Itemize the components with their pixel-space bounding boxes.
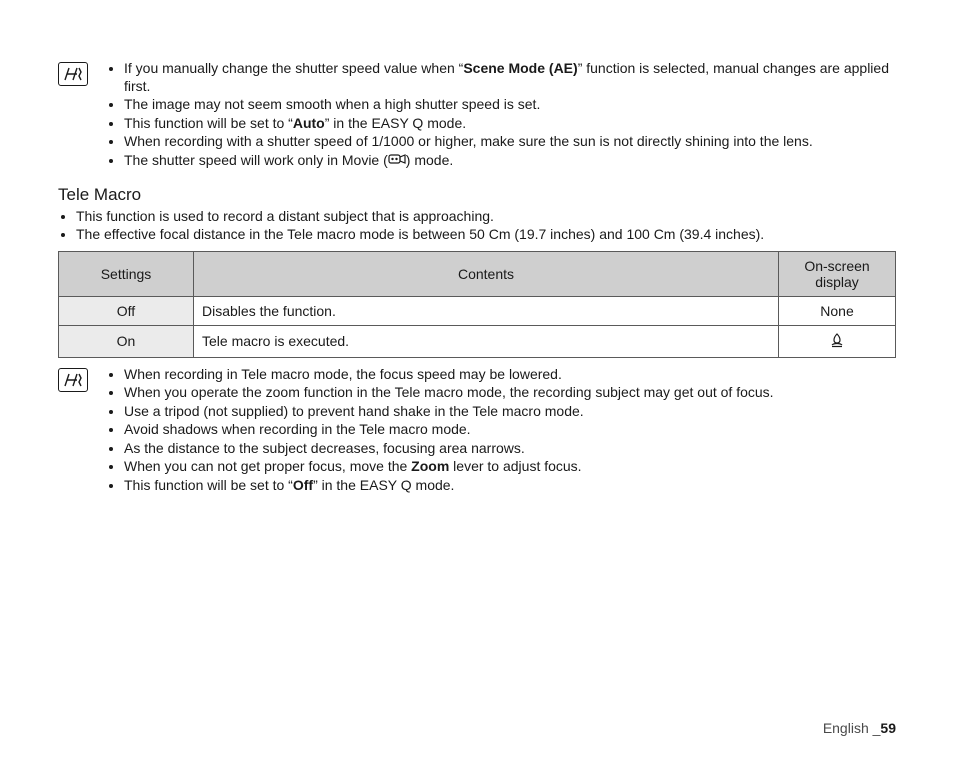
settings-table: Settings Contents On-screen display Off … xyxy=(58,251,896,358)
note-icon xyxy=(58,62,88,86)
osd-cell: None xyxy=(779,296,896,325)
bold-text: Auto xyxy=(293,115,325,131)
text: ” in the EASY Q mode. xyxy=(313,477,454,493)
footer-page-number: 59 xyxy=(880,720,896,736)
text: ) mode. xyxy=(406,152,453,168)
text: The image may not seem smooth when a hig… xyxy=(124,96,540,112)
bold-text: Zoom xyxy=(411,458,449,474)
header-osd: On-screen display xyxy=(779,251,896,296)
text: lever to adjust focus. xyxy=(449,458,581,474)
text: When recording with a shutter speed of 1… xyxy=(124,133,813,149)
note1-item: If you manually change the shutter speed… xyxy=(124,60,896,95)
bold-text: Scene Mode (AE) xyxy=(463,60,577,76)
text: If you manually change the shutter speed… xyxy=(124,60,463,76)
text: The shutter speed will work only in Movi… xyxy=(124,152,388,168)
section-bullet: This function is used to record a distan… xyxy=(76,207,896,225)
section-title-tele-macro: Tele Macro xyxy=(58,185,896,205)
note-box-shutter: If you manually change the shutter speed… xyxy=(58,60,896,171)
text: Avoid shadows when recording in the Tele… xyxy=(124,421,471,437)
content-cell: Disables the function. xyxy=(194,296,779,325)
note1-item: The shutter speed will work only in Movi… xyxy=(124,152,896,170)
note2-item: When you operate the zoom function in th… xyxy=(124,384,774,402)
manual-page: If you manually change the shutter speed… xyxy=(0,0,954,766)
page-footer: English _59 xyxy=(823,720,896,736)
note2-item: When recording in Tele macro mode, the f… xyxy=(124,366,774,384)
content-cell: Tele macro is executed. xyxy=(194,325,779,357)
text: This function will be set to “ xyxy=(124,477,293,493)
text: When you can not get proper focus, move … xyxy=(124,458,411,474)
note2-item: This function will be set to “Off” in th… xyxy=(124,477,774,495)
text: When recording in Tele macro mode, the f… xyxy=(124,366,562,382)
footer-sep: _ xyxy=(869,720,881,736)
section-bullets: This function is used to record a distan… xyxy=(58,207,896,243)
text: As the distance to the subject decreases… xyxy=(124,440,525,456)
section-bullet: The effective focal distance in the Tele… xyxy=(76,225,896,243)
note-list-2: When recording in Tele macro mode, the f… xyxy=(102,366,774,496)
video-mode-icon xyxy=(388,152,406,170)
note2-item: As the distance to the subject decreases… xyxy=(124,440,774,458)
setting-cell: On xyxy=(59,325,194,357)
table-row: Off Disables the function. None xyxy=(59,296,896,325)
note-box-tele-macro: When recording in Tele macro mode, the f… xyxy=(58,366,896,496)
text: ” in the EASY Q mode. xyxy=(325,115,466,131)
note1-item: This function will be set to “Auto” in t… xyxy=(124,115,896,133)
setting-cell: Off xyxy=(59,296,194,325)
header-contents: Contents xyxy=(194,251,779,296)
note1-item: The image may not seem smooth when a hig… xyxy=(124,96,896,114)
tele-macro-icon xyxy=(829,332,845,351)
bold-text: Off xyxy=(293,477,313,493)
table-row: On Tele macro is executed. xyxy=(59,325,896,357)
note2-item: Avoid shadows when recording in the Tele… xyxy=(124,421,774,439)
header-settings: Settings xyxy=(59,251,194,296)
footer-language: English xyxy=(823,720,869,736)
text: Use a tripod (not supplied) to prevent h… xyxy=(124,403,584,419)
note2-item: When you can not get proper focus, move … xyxy=(124,458,774,476)
text: This function will be set to “ xyxy=(124,115,293,131)
note1-item: When recording with a shutter speed of 1… xyxy=(124,133,896,151)
note2-item: Use a tripod (not supplied) to prevent h… xyxy=(124,403,774,421)
text: When you operate the zoom function in th… xyxy=(124,384,774,400)
note-icon xyxy=(58,368,88,392)
table-header-row: Settings Contents On-screen display xyxy=(59,251,896,296)
note-list-1: If you manually change the shutter speed… xyxy=(102,60,896,171)
osd-cell xyxy=(779,325,896,357)
